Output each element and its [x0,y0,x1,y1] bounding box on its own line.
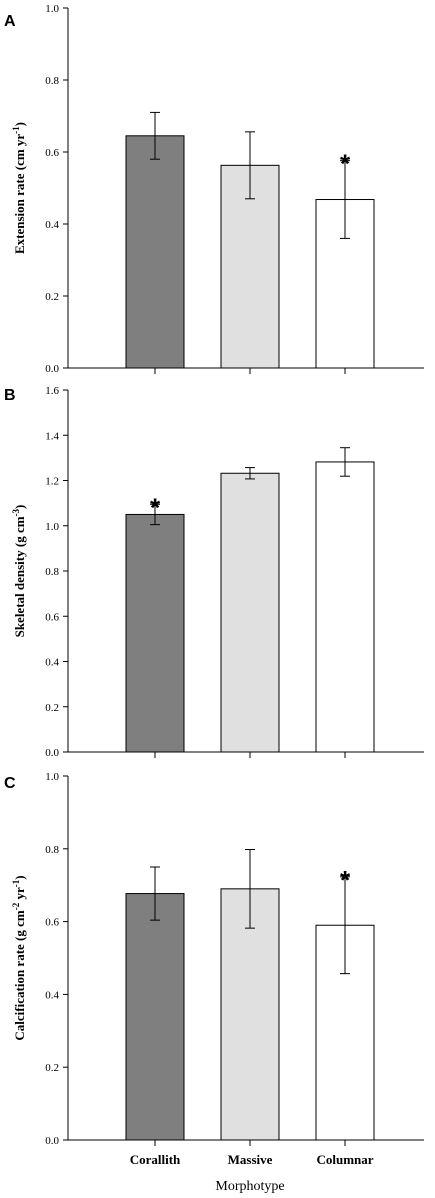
y-tick-label: 1.2 [45,476,59,488]
panel-letter: A [4,13,16,30]
y-axis-title: Extension rate (cm yr-1) [11,122,27,254]
y-tick-label: 0.6 [45,611,59,623]
panel-letter: B [4,387,16,404]
bar-massive [220,472,280,753]
y-tick-label: 1.0 [45,3,59,15]
y-tick-label: 0.8 [45,844,59,856]
y-tick-label: 0.4 [45,989,59,1001]
y-tick-label: 0.0 [45,363,59,375]
panel-letter: C [4,775,16,792]
significance-marker: * [150,492,161,522]
significance-marker: * [340,149,351,179]
bar-corallith [125,893,185,1141]
y-axis-title: Calcification rate (g cm-2 yr-1) [11,875,27,1040]
bar-massive [220,888,280,1141]
chart-panel-a: A * 0.0 0.2 0.4 0.6 0.8 1.0 Extension rate (cm y… [4,3,424,375]
y-tick-label: 0.2 [45,291,59,303]
x-tick-label: Corallith [130,1152,181,1167]
y-tick-label: 1.6 [45,385,59,397]
y-tick-label: 1.0 [45,771,59,783]
chart-panel-b: B * 0.0 0.2 0.4 0.6 0.8 1.0 1.2 1.4 1.6 Skeletal de… [4,385,424,759]
y-tick-label: 0.4 [45,219,59,231]
y-tick-label: 0.0 [45,1135,59,1147]
x-tick-label: Columnar [316,1152,373,1167]
bar-corallith [125,135,185,369]
x-axis-title: Morphotype [215,1179,284,1194]
bar-columnar [315,461,375,753]
y-tick-label: 0.6 [45,147,59,159]
y-tick-label: 0.8 [45,566,59,578]
y-tick-label: 0.2 [45,1062,59,1074]
x-tick-label: Massive [228,1152,273,1167]
y-tick-label: 1.4 [45,430,59,442]
y-axis-title: Skeletal density (g cm-3) [11,505,27,638]
y-tick-label: 0.0 [45,747,59,759]
bar-corallith [125,513,185,753]
y-tick-label: 1.0 [45,521,59,533]
chart-panel-c: C * 0.0 0.2 0.4 0.6 0.8 1.0 Calcification rate (… [4,771,424,1167]
y-tick-label: 0.6 [45,917,59,929]
y-tick-label: 0.2 [45,702,59,714]
y-tick-label: 0.4 [45,657,59,669]
significance-marker: * [340,865,351,895]
y-tick-label: 0.8 [45,75,59,87]
